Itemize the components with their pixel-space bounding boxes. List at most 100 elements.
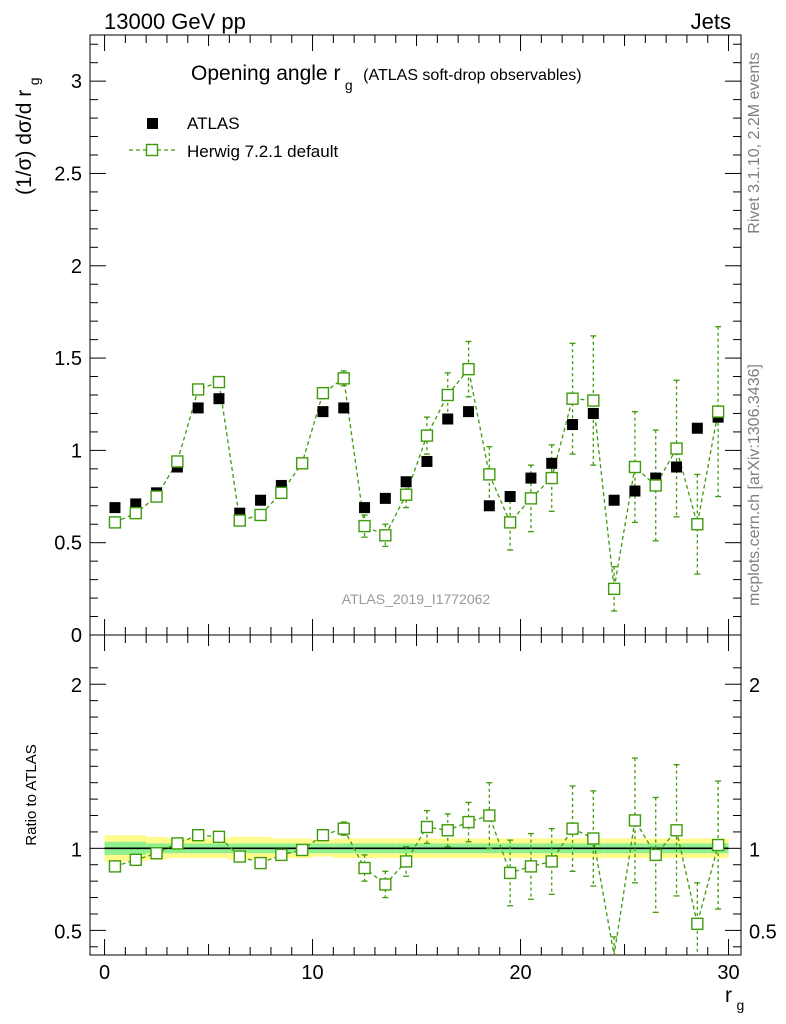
herwig-point	[150, 490, 163, 503]
atlas-point	[671, 461, 683, 473]
main-title-text: Opening angle r	[191, 62, 340, 85]
herwig-point	[462, 362, 475, 376]
atlas-point	[255, 494, 267, 506]
header-left-label: 13000 GeV pp	[104, 9, 246, 34]
ratio-herwig-point	[379, 878, 392, 891]
ratio-herwig-point	[358, 861, 371, 875]
atlas-point	[130, 498, 142, 510]
main-title: Opening angle r g (ATLAS soft-drop obser…	[191, 62, 582, 94]
ratio-herwig-point	[441, 824, 454, 837]
herwig-point	[171, 455, 184, 468]
atlas-point	[213, 393, 225, 405]
herwig-point	[379, 529, 392, 542]
atlas-point	[608, 494, 620, 506]
ratio-herwig-point	[524, 860, 538, 873]
legend-herwig-marker	[145, 143, 159, 157]
atlas-point	[234, 507, 246, 519]
ratio-herwig-point	[628, 814, 642, 827]
ratio-herwig-point	[254, 856, 267, 870]
ratio-herwig-point	[649, 848, 662, 862]
legend-atlas-label: ATLAS	[187, 114, 240, 133]
herwig-point	[295, 457, 309, 470]
atlas-point	[691, 422, 703, 434]
main-axis-ticks: 0 0.5 1 1.5 2 2.5 3	[54, 35, 741, 647]
main-points	[108, 362, 725, 596]
ratio-herwig-point	[691, 917, 704, 931]
atlas-point	[109, 502, 121, 514]
atlas-point	[629, 485, 641, 497]
herwig-point	[587, 394, 600, 407]
ratio-herwig-point	[420, 820, 434, 834]
legend-herwig-label: Herwig 7.2.1 default	[187, 142, 338, 161]
ratio-points	[108, 809, 725, 931]
atlas-point	[587, 407, 599, 419]
ratio-herwig-point	[150, 847, 163, 860]
x-tick-label: 10	[301, 962, 323, 984]
ratio-panel: 0.5 0.51 12 20 10 20 30 Ratio to ATLAS r g	[23, 634, 777, 1013]
ratio-herwig-point	[337, 822, 350, 835]
herwig-point	[649, 479, 662, 492]
atlas-point	[650, 472, 662, 484]
herwig-point	[670, 442, 683, 455]
main-title-sub: g	[345, 77, 353, 93]
herwig-point	[108, 516, 122, 529]
ratio-herwig-point	[191, 829, 205, 842]
header-right-label: Jets	[691, 9, 731, 34]
ratio-ylabel: Ratio to ATLAS	[23, 744, 40, 845]
x-tick-label: 20	[509, 962, 531, 984]
main-ylabel: (1/σ) dσ/d r g	[13, 77, 42, 195]
rivet-version-label: Rivet 3.1.10, 2.2M events	[746, 52, 763, 233]
atlas-point	[525, 472, 537, 484]
ratio-y-tick-label-right: 1	[749, 839, 760, 861]
ratio-herwig-point	[316, 829, 330, 842]
main-y-tick-label: 2	[71, 256, 82, 278]
herwig-point	[275, 486, 288, 500]
main-ylabel-text: (1/σ) dσ/d r	[13, 90, 36, 195]
atlas-point	[400, 476, 412, 488]
herwig-point	[483, 468, 496, 481]
atlas-point	[317, 406, 329, 418]
ratio-herwig-point	[462, 815, 475, 829]
herwig-point	[607, 582, 621, 596]
ratio-herwig-point	[670, 824, 683, 837]
herwig-point	[399, 488, 413, 501]
ratio-herwig-point	[545, 855, 558, 868]
herwig-point	[337, 372, 350, 385]
atlas-point	[275, 479, 287, 491]
ratio-herwig-point	[587, 832, 600, 845]
ratio-y-tick-label-right: 0.5	[749, 921, 777, 943]
herwig-point	[711, 405, 725, 418]
herwig-point	[316, 386, 330, 400]
herwig-point	[566, 392, 579, 405]
ratio-axis-ticks: 0.5 0.51 12 20 10 20 30	[54, 635, 777, 984]
main-y-tick-label: 2.5	[54, 163, 82, 185]
atlas-point	[504, 491, 516, 503]
main-y-tick-label: 3	[71, 71, 82, 93]
ratio-herwig-point	[275, 848, 288, 862]
main-title-suffix: (ATLAS soft-drop observables)	[363, 67, 581, 84]
main-panel: 0 0.5 1 1.5 2 2.5 3 Opening angle r g (ATLAS s…	[13, 34, 742, 647]
herwig-point	[691, 518, 704, 531]
atlas-point	[442, 413, 454, 425]
atlas-point	[546, 457, 558, 469]
main-y-tick-label: 0.5	[54, 533, 82, 555]
herwig-point	[129, 506, 142, 520]
x-axis-label: r g	[725, 984, 744, 1013]
ratio-y-tick-label: 0.5	[54, 921, 82, 943]
atlas-point	[379, 492, 391, 504]
ratio-y-tick-label: 2	[71, 675, 82, 697]
herwig-point	[420, 429, 434, 442]
x-axis-label-sub: g	[736, 997, 744, 1013]
legend: ATLAS Herwig 7.2.1 default	[129, 114, 338, 161]
herwig-point	[441, 388, 454, 402]
herwig-point	[524, 492, 538, 505]
herwig-point	[233, 514, 246, 527]
herwig-point	[212, 375, 226, 389]
ratio-herwig-point	[566, 822, 579, 835]
x-axis-label-text: r	[725, 984, 732, 1007]
ratio-herwig-point	[711, 838, 725, 852]
ratio-herwig-point	[233, 850, 246, 863]
x-tick-label: 0	[99, 962, 110, 984]
x-tick-label: 30	[717, 962, 739, 984]
atlas-point	[338, 402, 350, 414]
